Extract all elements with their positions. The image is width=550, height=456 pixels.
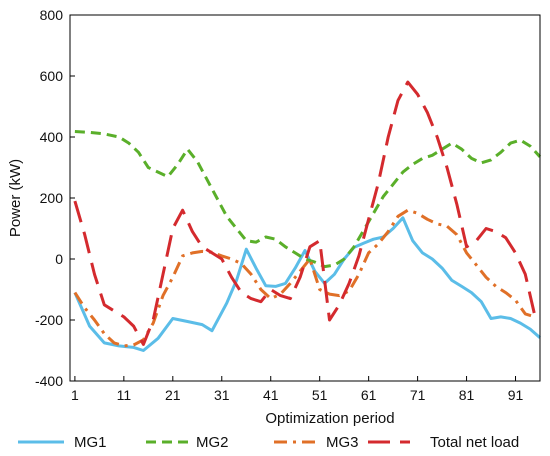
series-line-total-net-load [73, 80, 537, 346]
x-axis-title: Optimization period [265, 410, 394, 427]
x-tick-label: 41 [263, 387, 279, 403]
legend-label-mg2: MG2 [196, 434, 229, 451]
y-tick-label: -400 [35, 373, 63, 389]
x-axis: 1 11 21 31 41 51 61 71 81 91 [71, 376, 524, 403]
y-tick-label: 600 [40, 68, 64, 84]
legend: MG1 MG2 MG3 Total net load [18, 434, 519, 451]
plot-frame [69, 14, 541, 382]
legend-label-total-net-load: Total net load [430, 434, 519, 451]
legend-label-mg1: MG1 [74, 434, 107, 451]
y-tick-label: 400 [40, 129, 64, 145]
series-line-mg2 [74, 130, 542, 269]
x-tick-label: 1 [71, 387, 79, 403]
legend-label-mg3: MG3 [326, 434, 359, 451]
series-line-mg1 [73, 216, 541, 352]
y-tick-label: 200 [40, 190, 64, 206]
series-line-mg3 [73, 208, 536, 348]
x-tick-label: 91 [508, 387, 524, 403]
x-tick-label: 21 [165, 387, 181, 403]
y-tick-label: -200 [35, 312, 63, 328]
x-tick-label: 61 [361, 387, 377, 403]
y-tick-label: 0 [55, 251, 63, 267]
y-tick-label: 800 [40, 7, 64, 23]
y-axis: -400 -200 0 200 400 600 800 [35, 7, 75, 389]
x-tick-label: 51 [312, 387, 328, 403]
x-tick-label: 81 [459, 387, 475, 403]
x-tick-label: 11 [117, 387, 132, 403]
y-axis-title: Power (kW) [7, 159, 24, 237]
x-tick-label: 71 [410, 387, 426, 403]
series-layer [73, 80, 542, 352]
x-tick-label: 31 [214, 387, 230, 403]
